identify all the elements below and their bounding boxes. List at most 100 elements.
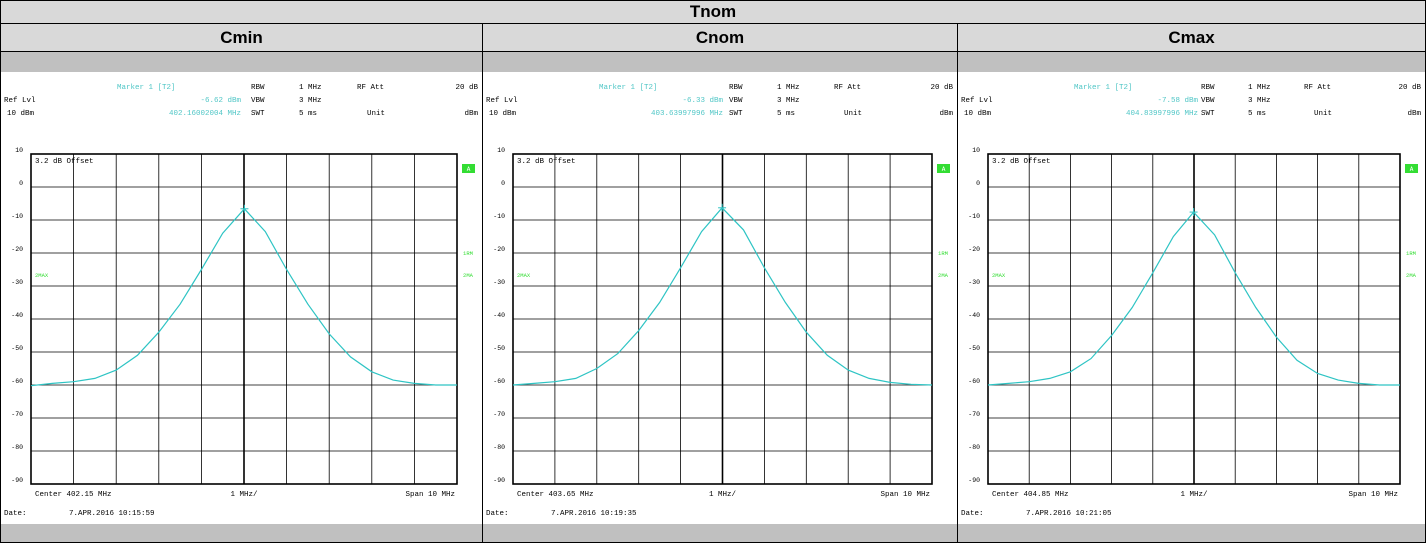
y-tick-label: -10 bbox=[11, 213, 23, 220]
indicator-1rm: 1RM bbox=[1406, 250, 1416, 257]
unit-value: dBm bbox=[464, 110, 478, 118]
y-tick-label: -70 bbox=[493, 411, 505, 418]
x-div-label: 1 MHz/ bbox=[230, 491, 258, 499]
vbw-label: VBW bbox=[1201, 97, 1215, 105]
column-header-cnom: Cnom bbox=[482, 23, 958, 52]
spectrum-chart: Marker 1 [T2] -7.58 dBm 404.83997996 MHz Re… bbox=[958, 52, 1425, 542]
bottom-bar bbox=[483, 524, 957, 542]
spectrum-panel-cmin: Marker 1 [T2] -6.62 dBm 402.16002004 MHz Re… bbox=[0, 51, 483, 543]
rbw-value: 1 MHz bbox=[777, 84, 800, 92]
marker-frequency: 404.83997996 MHz bbox=[1126, 110, 1198, 118]
x-span-label: Span 10 MHz bbox=[880, 491, 930, 499]
x-center-label: Center 402.15 MHz bbox=[35, 491, 112, 499]
indicator-2max: 2MAX bbox=[517, 272, 531, 279]
gridlines bbox=[513, 154, 932, 484]
rbw-label: RBW bbox=[729, 84, 743, 92]
y-tick-label: -30 bbox=[11, 279, 23, 286]
unit-label: Unit bbox=[844, 110, 862, 118]
indicator-a-box bbox=[937, 164, 950, 173]
x-div-label: 1 MHz/ bbox=[709, 491, 737, 499]
y-tick-label: -80 bbox=[11, 444, 23, 451]
indicator-a: A bbox=[467, 166, 471, 173]
rbw-label: RBW bbox=[251, 84, 265, 92]
column-header-cmin: Cmin bbox=[0, 23, 483, 52]
indicator-a-box bbox=[462, 164, 475, 173]
ref-level-label: Ref Lvl bbox=[486, 97, 518, 105]
y-tick-label: -30 bbox=[493, 279, 505, 286]
indicator-2ma: 2MA bbox=[1406, 272, 1417, 279]
ref-level-label: Ref Lvl bbox=[4, 97, 36, 105]
indicator-1rm: 1RM bbox=[463, 250, 473, 257]
date-value: 7.APR.2016 10:19:35 bbox=[551, 510, 637, 518]
x-span-label: Span 10 MHz bbox=[405, 491, 455, 499]
marker-level: -6.33 dBm bbox=[682, 97, 723, 105]
indicator-2max: 2MAX bbox=[35, 272, 49, 279]
indicator-a-box bbox=[1405, 164, 1418, 173]
y-tick-label: -90 bbox=[493, 477, 505, 484]
ref-level-label: Ref Lvl bbox=[961, 97, 993, 105]
unit-label: Unit bbox=[367, 110, 385, 118]
marker-label: Marker 1 [T2] bbox=[1074, 84, 1133, 92]
y-tick-label: -10 bbox=[968, 213, 980, 220]
x-div-label: 1 MHz/ bbox=[1180, 491, 1208, 499]
column-header-cmax: Cmax bbox=[957, 23, 1426, 52]
rf-att-label: RF Att bbox=[357, 84, 384, 92]
y-tick-label: -80 bbox=[968, 444, 980, 451]
indicator-a: A bbox=[1410, 166, 1414, 173]
table-title: Tnom bbox=[0, 0, 1426, 24]
y-tick-label: 10 bbox=[15, 147, 23, 154]
y-tick-label: 0 bbox=[19, 180, 23, 187]
indicator-1rm: 1RM bbox=[938, 250, 948, 257]
swt-value: 5 ms bbox=[1248, 110, 1266, 118]
y-tick-label: -10 bbox=[493, 213, 505, 220]
indicator-2ma: 2MA bbox=[938, 272, 949, 279]
ref-level-value: 10 dBm bbox=[489, 110, 517, 118]
rbw-value: 1 MHz bbox=[1248, 84, 1271, 92]
y-tick-label: -60 bbox=[11, 378, 23, 385]
rf-att-label: RF Att bbox=[1304, 84, 1331, 92]
unit-value: dBm bbox=[1407, 110, 1421, 118]
spectrum-chart: Marker 1 [T2] -6.33 dBm 403.63997996 MHz Re… bbox=[483, 52, 957, 542]
spectrum-panel-cnom: Marker 1 [T2] -6.33 dBm 403.63997996 MHz Re… bbox=[482, 51, 958, 543]
y-tick-label: -50 bbox=[968, 345, 980, 352]
y-tick-label: -50 bbox=[11, 345, 23, 352]
x-center-label: Center 404.85 MHz bbox=[992, 491, 1069, 499]
date-value: 7.APR.2016 10:21:05 bbox=[1026, 510, 1112, 518]
unit-label: Unit bbox=[1314, 110, 1332, 118]
y-tick-label: -70 bbox=[11, 411, 23, 418]
rbw-value: 1 MHz bbox=[299, 84, 322, 92]
y-tick-label: -40 bbox=[11, 312, 23, 319]
y-tick-label: -90 bbox=[968, 477, 980, 484]
y-tick-label: -40 bbox=[493, 312, 505, 319]
date-label: Date: bbox=[486, 510, 509, 518]
top-bar bbox=[958, 52, 1425, 72]
y-tick-label: -20 bbox=[968, 246, 980, 253]
y-tick-label: -80 bbox=[493, 444, 505, 451]
indicator-2ma: 2MA bbox=[463, 272, 474, 279]
y-tick-label: 10 bbox=[972, 147, 980, 154]
swt-value: 5 ms bbox=[777, 110, 795, 118]
ref-level-value: 10 dBm bbox=[7, 110, 35, 118]
indicator-a: A bbox=[942, 166, 946, 173]
vbw-value: 3 MHz bbox=[299, 97, 322, 105]
rbw-label: RBW bbox=[1201, 84, 1215, 92]
y-tick-label: -40 bbox=[968, 312, 980, 319]
spectrum-chart: Marker 1 [T2] -6.62 dBm 402.16002004 MHz Re… bbox=[1, 52, 482, 542]
marker-level: -7.58 dBm bbox=[1157, 97, 1198, 105]
rf-att-label: RF Att bbox=[834, 84, 861, 92]
x-span-label: Span 10 MHz bbox=[1348, 491, 1398, 499]
y-tick-label: -30 bbox=[968, 279, 980, 286]
vbw-label: VBW bbox=[251, 97, 265, 105]
date-label: Date: bbox=[4, 510, 27, 518]
y-tick-label: 0 bbox=[501, 180, 505, 187]
y-tick-label: -60 bbox=[968, 378, 980, 385]
offset-label: 3.2 dB Offset bbox=[517, 158, 576, 166]
marker-label: Marker 1 [T2] bbox=[117, 84, 176, 92]
vbw-label: VBW bbox=[729, 97, 743, 105]
y-tick-label: 0 bbox=[976, 180, 980, 187]
marker-level: -6.62 dBm bbox=[200, 97, 241, 105]
vbw-value: 3 MHz bbox=[777, 97, 800, 105]
rf-att-value: 20 dB bbox=[455, 84, 478, 92]
marker-frequency: 402.16002004 MHz bbox=[169, 110, 241, 118]
